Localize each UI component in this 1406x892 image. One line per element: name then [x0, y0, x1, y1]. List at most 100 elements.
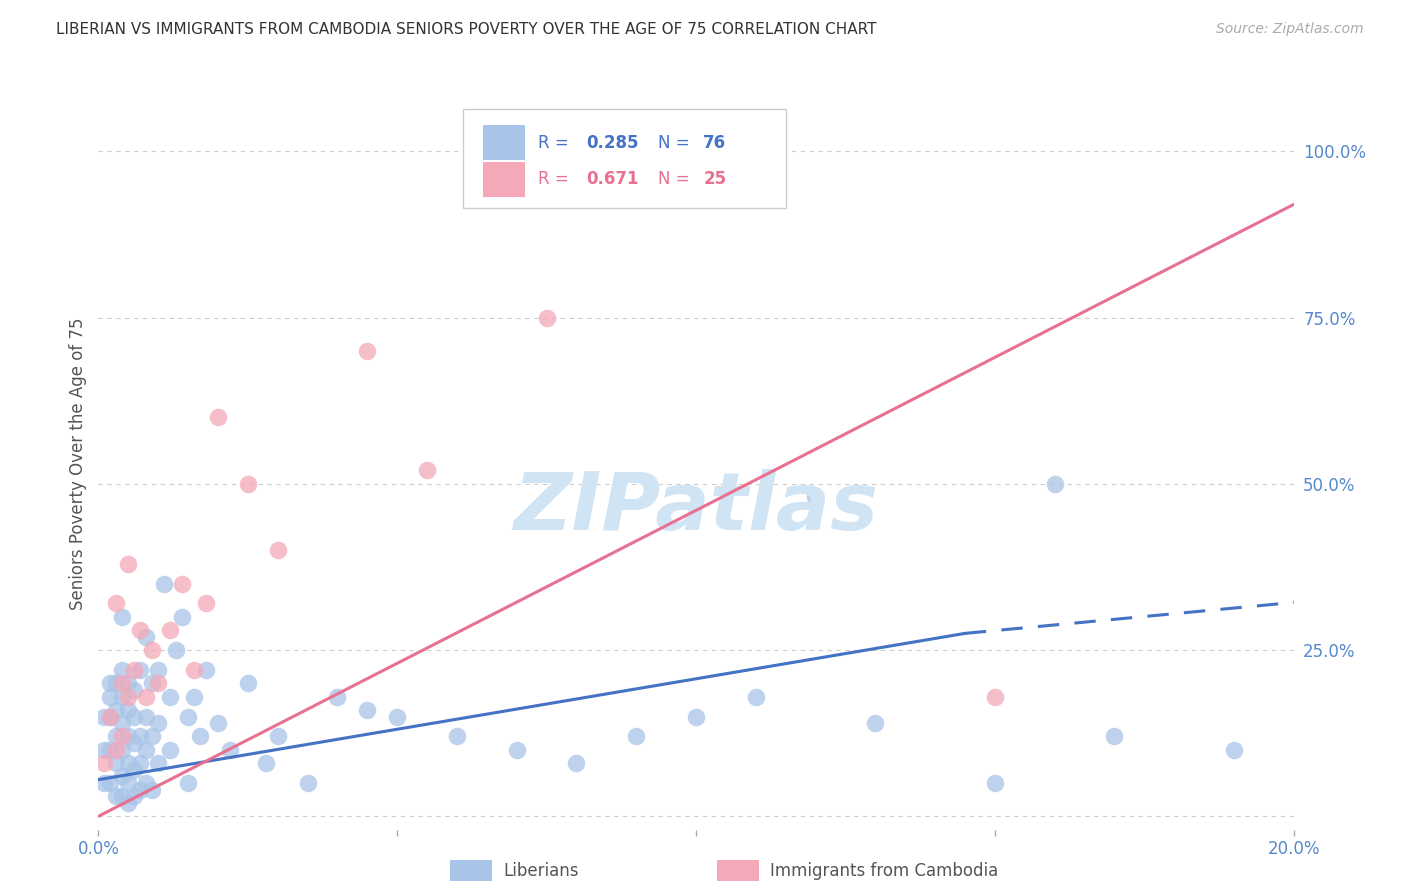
Text: R =: R =: [538, 170, 569, 188]
Point: [177, 776, 200, 790]
Point: [117, 690, 139, 704]
Point: [117, 676, 139, 690]
Point: [93, 776, 115, 790]
Point: [135, 776, 157, 790]
Point: [141, 782, 163, 797]
Point: [100, 690, 122, 704]
Point: [135, 709, 157, 723]
Text: 0.671: 0.671: [586, 170, 638, 188]
Point: [565, 756, 588, 770]
Text: R =: R =: [538, 134, 569, 152]
Point: [124, 663, 146, 677]
Text: LIBERIAN VS IMMIGRANTS FROM CAMBODIA SENIORS POVERTY OVER THE AGE OF 75 CORRELAT: LIBERIAN VS IMMIGRANTS FROM CAMBODIA SEN…: [56, 22, 877, 37]
Point: [129, 663, 152, 677]
Point: [117, 730, 139, 744]
Point: [124, 709, 146, 723]
Point: [236, 476, 259, 491]
Point: [105, 597, 128, 611]
Text: ZIPatlas: ZIPatlas: [513, 468, 879, 547]
Point: [105, 676, 128, 690]
Point: [356, 703, 378, 717]
Point: [1104, 730, 1126, 744]
Point: [267, 543, 290, 558]
Point: [326, 690, 349, 704]
Point: [100, 709, 122, 723]
Point: [745, 690, 768, 704]
Point: [111, 769, 134, 783]
Point: [124, 763, 146, 777]
Point: [117, 796, 139, 810]
Text: Source: ZipAtlas.com: Source: ZipAtlas.com: [1216, 22, 1364, 37]
Text: 76: 76: [703, 134, 727, 152]
Point: [195, 663, 218, 677]
Point: [446, 730, 468, 744]
Point: [117, 756, 139, 770]
Point: [385, 709, 409, 723]
Point: [129, 756, 152, 770]
Point: [111, 609, 134, 624]
Point: [506, 743, 529, 757]
Point: [111, 690, 134, 704]
Point: [105, 730, 128, 744]
Point: [135, 743, 157, 757]
Point: [129, 782, 152, 797]
Point: [117, 557, 139, 571]
Text: Immigrants from Cambodia: Immigrants from Cambodia: [770, 862, 998, 880]
Point: [172, 576, 194, 591]
Point: [100, 743, 122, 757]
Point: [159, 623, 181, 637]
Point: [111, 663, 134, 677]
Point: [207, 410, 229, 425]
Point: [141, 643, 163, 657]
Point: [626, 730, 648, 744]
Point: [141, 676, 163, 690]
Point: [124, 789, 146, 804]
Point: [172, 609, 194, 624]
Point: [236, 676, 259, 690]
Point: [165, 643, 187, 657]
Point: [105, 743, 128, 757]
Point: [685, 709, 707, 723]
Point: [1043, 476, 1066, 491]
Text: 25: 25: [703, 170, 727, 188]
Point: [117, 703, 139, 717]
Point: [111, 716, 134, 731]
Point: [153, 576, 176, 591]
Point: [984, 690, 1007, 704]
FancyBboxPatch shape: [484, 125, 524, 161]
Point: [117, 776, 139, 790]
Point: [111, 730, 134, 744]
Point: [297, 776, 319, 790]
Text: N =: N =: [658, 170, 689, 188]
Point: [135, 630, 157, 644]
Point: [183, 690, 205, 704]
Point: [177, 709, 200, 723]
Point: [148, 716, 170, 731]
Point: [984, 776, 1007, 790]
Point: [159, 743, 181, 757]
Point: [148, 756, 170, 770]
Point: [93, 756, 115, 770]
Point: [207, 716, 229, 731]
Point: [93, 743, 115, 757]
Point: [111, 676, 134, 690]
Point: [148, 663, 170, 677]
Point: [1223, 743, 1246, 757]
Point: [536, 310, 558, 325]
Point: [416, 463, 439, 477]
Point: [100, 709, 122, 723]
Point: [159, 690, 181, 704]
Point: [93, 709, 115, 723]
Point: [183, 663, 205, 677]
Point: [105, 756, 128, 770]
Point: [100, 776, 122, 790]
Point: [356, 343, 378, 358]
Point: [219, 743, 242, 757]
Point: [105, 703, 128, 717]
FancyBboxPatch shape: [463, 109, 786, 208]
Point: [626, 145, 648, 159]
Text: 0.285: 0.285: [586, 134, 638, 152]
Point: [124, 736, 146, 750]
Text: N =: N =: [658, 134, 689, 152]
Point: [188, 730, 211, 744]
